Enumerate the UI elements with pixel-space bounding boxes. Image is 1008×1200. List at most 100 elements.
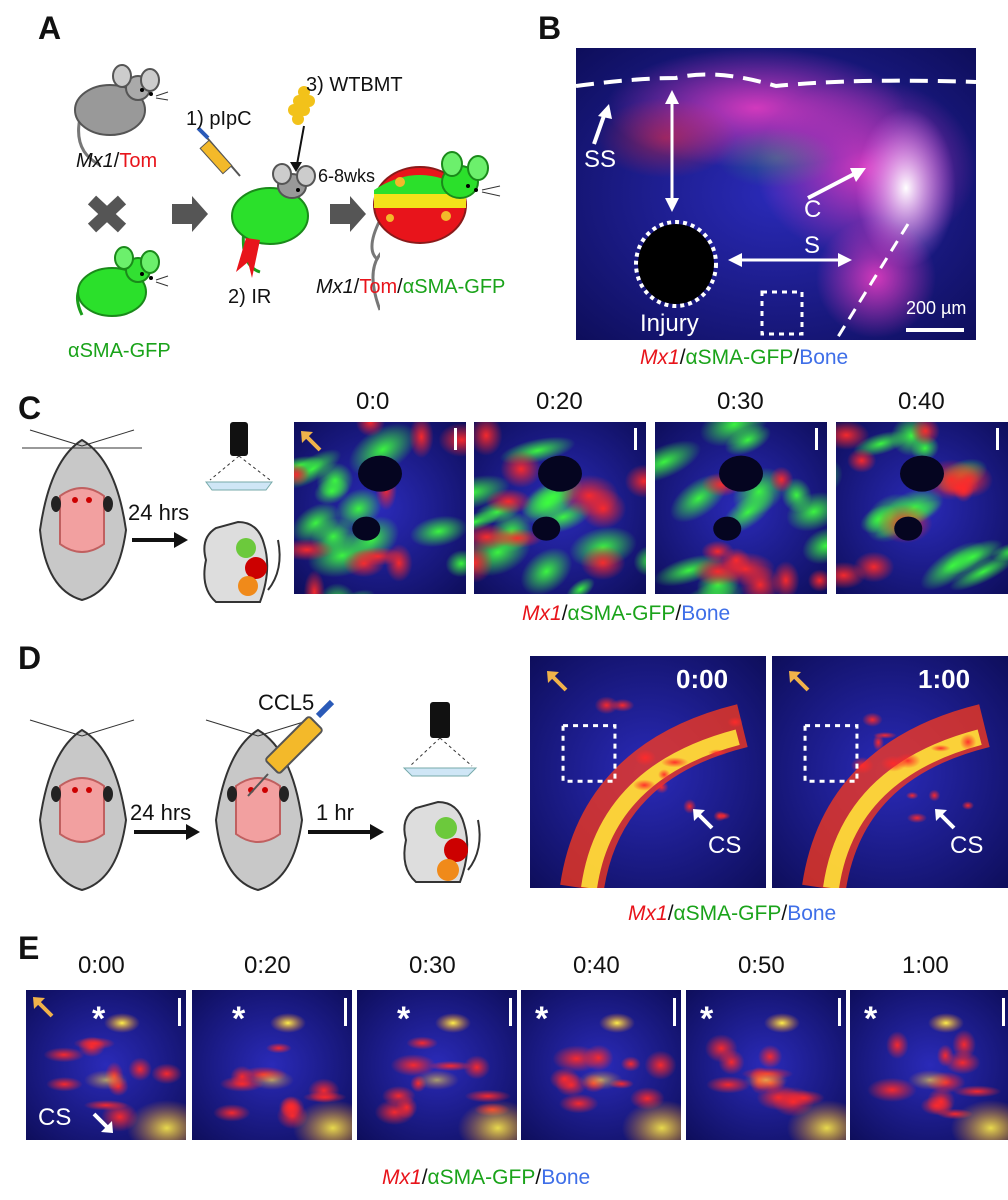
direction-arrow-icon	[935, 809, 956, 830]
asma-gfp-label: αSMA-GFP	[68, 340, 171, 362]
scale-bar	[178, 998, 181, 1026]
scale-bar	[815, 428, 818, 450]
step1-label: 1) pIpC	[186, 108, 252, 130]
sep: /	[113, 150, 120, 172]
sep: /	[535, 1166, 542, 1189]
scale-bar	[634, 428, 637, 450]
micrograph-frame	[850, 990, 1008, 1140]
panel-label-e: E	[18, 930, 40, 966]
cap-gfp: αSMA-GFP	[685, 346, 794, 369]
interval-d1-label: 24 hrs	[130, 800, 192, 825]
chimera-mouse-icon	[371, 252, 380, 311]
mx1-tom-label: Mx1/Tom	[76, 150, 157, 173]
caption-d: Mx1/αSMA-GFP/Bone	[628, 902, 836, 926]
sep: /	[667, 902, 674, 925]
cs-label-s: S	[804, 232, 821, 259]
cap-mx1: Mx1	[628, 902, 668, 925]
result-gfp: αSMA-GFP	[402, 276, 506, 298]
mouse-head-icon	[29, 719, 135, 892]
ccl5-diagram	[29, 699, 481, 892]
sep: /	[397, 276, 403, 298]
timepoint-label: 1:00	[918, 664, 971, 694]
cs-label: CS	[708, 832, 742, 859]
micrograph-frame	[655, 422, 827, 594]
mouse-head-icon	[22, 429, 142, 602]
step3-label: 3) WTBMT	[306, 74, 403, 96]
result-tom: Tom	[359, 276, 398, 298]
grey-mouse-icon	[74, 64, 169, 167]
block-arrow-icon	[172, 196, 208, 232]
asterisk-marker: *	[92, 1000, 106, 1038]
micrograph-frame	[294, 422, 466, 594]
scale-bar	[509, 998, 512, 1026]
syringe-icon	[247, 699, 335, 797]
cs-label: CS	[950, 832, 984, 859]
result-mx1: Mx1	[316, 276, 354, 298]
timepoint-label: 0:20	[244, 952, 291, 979]
micrograph-frame	[530, 656, 766, 888]
sep: /	[793, 346, 800, 369]
sep: /	[353, 276, 360, 298]
injury-micrograph	[576, 48, 976, 340]
micrograph-frame	[357, 990, 517, 1140]
scale-label: 200 µm	[906, 298, 967, 318]
micrograph-frame	[686, 990, 846, 1140]
treated-mouse-icon	[231, 163, 316, 278]
micrograph-frame	[772, 656, 1008, 888]
micrograph-frame	[836, 422, 1008, 594]
sep: /	[781, 902, 788, 925]
mx1-text: Mx1	[76, 150, 114, 172]
timepoint-label: 0:0	[356, 388, 390, 415]
direction-arrow-icon	[693, 809, 714, 830]
asterisk-marker: *	[535, 1000, 549, 1038]
cap-bone: Bone	[787, 902, 837, 925]
panel-label-d: D	[18, 640, 42, 676]
cap-mx1: Mx1	[382, 1166, 422, 1189]
caption-c: Mx1/αSMA-GFP/Bone	[522, 602, 730, 626]
scale-bar	[996, 428, 999, 450]
cross-icon	[87, 195, 127, 233]
cap-bone: Bone	[681, 602, 731, 625]
green-mouse-icon	[76, 246, 169, 317]
timepoint-label: 0:30	[409, 952, 456, 979]
scale-bar	[344, 998, 347, 1026]
cap-mx1: Mx1	[522, 602, 562, 625]
mouse-diagram	[74, 64, 380, 317]
direction-arrow-icon	[789, 671, 810, 692]
injury-label: Injury	[640, 310, 699, 337]
micrograph-frame	[474, 422, 646, 594]
scale-bar	[454, 428, 457, 450]
syringe-icon	[196, 126, 241, 177]
timepoint-label: 0:30	[717, 388, 764, 415]
asterisk-marker: *	[864, 1000, 878, 1038]
timepoint-label: 0:40	[573, 952, 620, 979]
caption-e: Mx1/αSMA-GFP/Bone	[382, 1166, 590, 1190]
sep: /	[561, 602, 568, 625]
micrograph-frame	[192, 990, 352, 1140]
step2-label: 2) IR	[228, 286, 272, 308]
timepoint-label: 0:00	[78, 952, 125, 979]
asterisk-marker: *	[700, 1000, 714, 1038]
interval-d2-label: 1 hr	[316, 800, 354, 825]
cap-gfp: αSMA-GFP	[673, 902, 782, 925]
cap-bone: Bone	[799, 346, 849, 369]
result-label: Mx1/Tom/αSMA-GFP	[316, 276, 505, 299]
caption-b: Mx1/αSMA-GFP/Bone	[640, 346, 848, 370]
sep: /	[675, 602, 682, 625]
microscope-icon	[205, 422, 273, 491]
timepoint-label: 0:20	[536, 388, 583, 415]
asterisk-marker: *	[232, 1000, 246, 1038]
ss-label: SS	[584, 146, 617, 173]
cap-gfp: αSMA-GFP	[567, 602, 676, 625]
panel-label-a: A	[38, 10, 62, 46]
direction-arrow-icon	[301, 431, 322, 452]
timepoint-label: 0:00	[676, 664, 729, 694]
scale-bar	[1002, 998, 1005, 1026]
direction-arrow-icon	[547, 671, 568, 692]
skull-diagram	[22, 422, 281, 603]
scale-bar	[838, 998, 841, 1026]
panel-label-c: C	[18, 390, 42, 426]
direction-arrow-icon	[33, 997, 54, 1018]
direction-arrow-icon	[92, 1112, 113, 1133]
tom-text: Tom	[119, 150, 158, 172]
